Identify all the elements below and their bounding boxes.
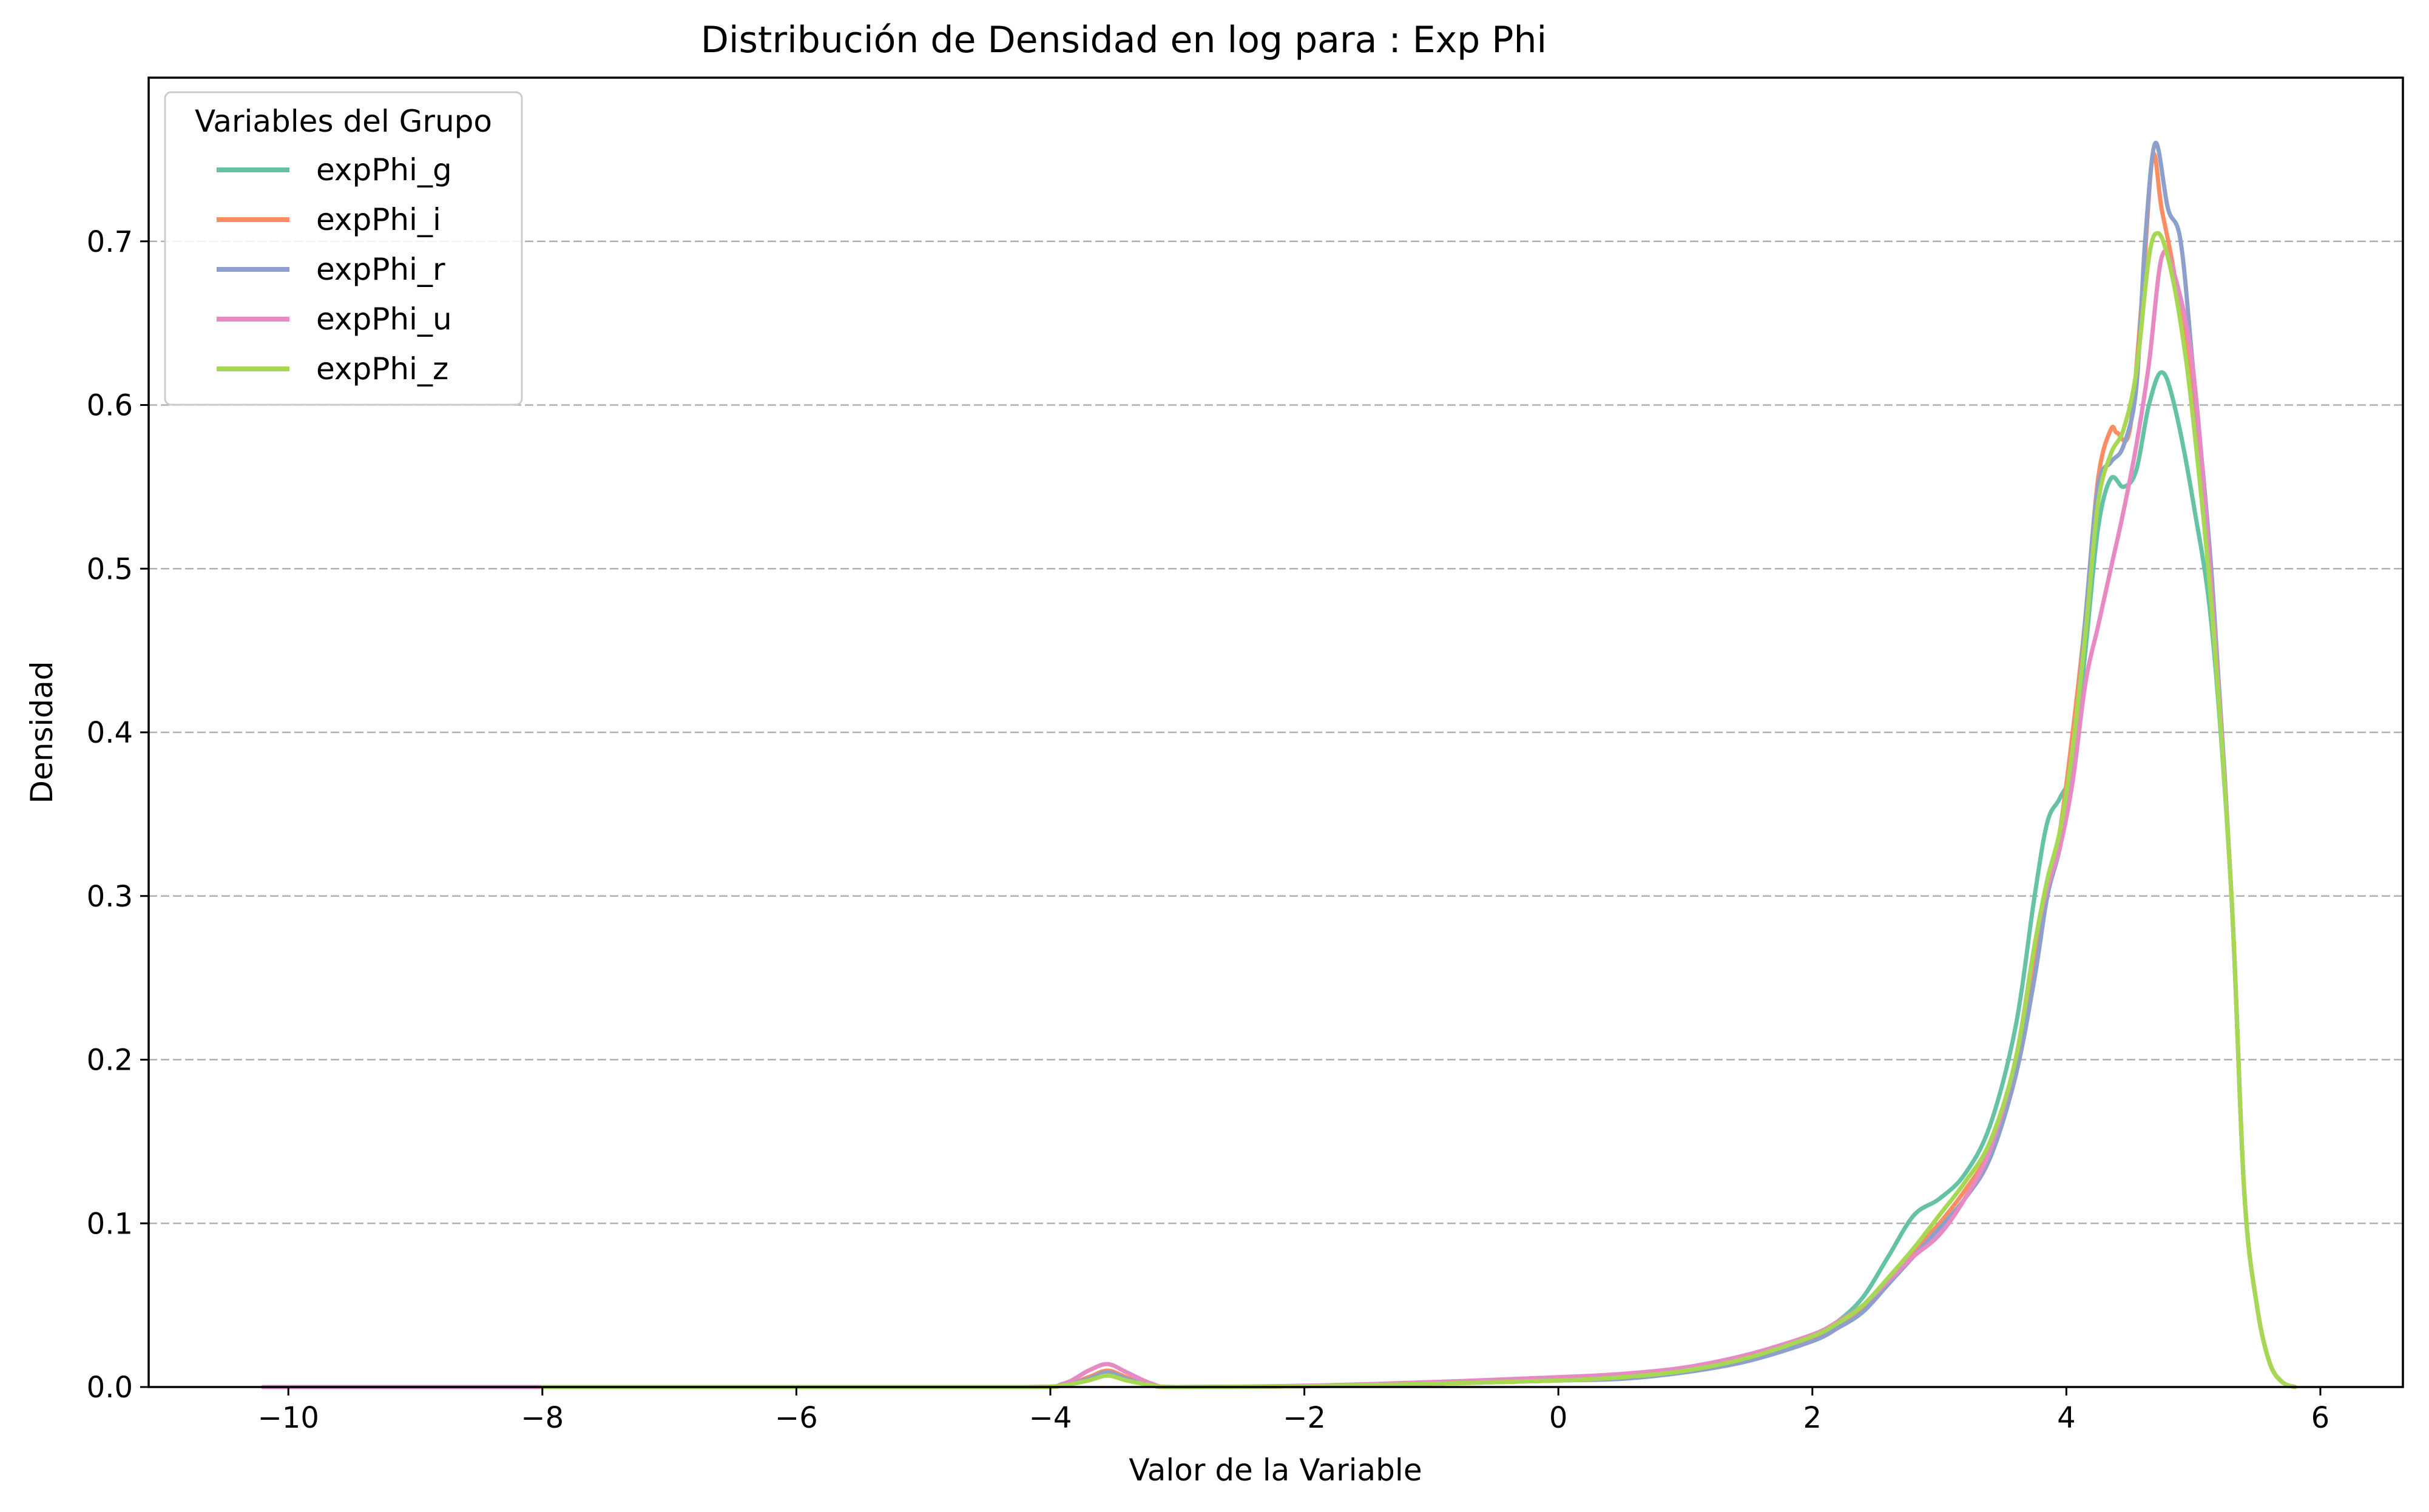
chart-title: Distribución de Densidad en log para : E… <box>701 19 1547 61</box>
y-tick-label: 0.2 <box>87 1044 133 1078</box>
y-tick-label: 0.3 <box>87 880 133 914</box>
y-tick-label: 0.5 <box>87 552 133 586</box>
x-axis-label: Valor de la Variable <box>1129 1453 1422 1488</box>
x-tick-label: 6 <box>2311 1401 2330 1435</box>
series-line-expPhi-z <box>540 231 2297 1389</box>
legend-entries: expPhi_g expPhi_i expPhi_r expPhi_u expPhi_z <box>217 152 452 386</box>
x-tick-label: −10 <box>258 1401 319 1435</box>
legend-entry-label: expPhi_z <box>316 351 448 386</box>
legend-entry-label: expPhi_u <box>316 302 452 337</box>
legend-entry-label: expPhi_r <box>316 252 445 287</box>
x-tick-label: 0 <box>1549 1401 1568 1435</box>
x-tick-label: −8 <box>521 1401 564 1435</box>
y-tick-label: 0.4 <box>87 716 133 750</box>
y-axis-label: Densidad <box>24 661 59 803</box>
y-tick-label: 0.6 <box>87 389 133 423</box>
legend-entry-label: expPhi_i <box>316 202 441 237</box>
legend: Variables del Grupo expPhi_gexpPhi_iexpP… <box>164 91 523 406</box>
x-tick-label: 4 <box>2057 1401 2076 1435</box>
x-tick-label: −2 <box>1283 1401 1326 1435</box>
y-tick-label: 0.7 <box>87 225 133 259</box>
legend-entry-label: expPhi_g <box>316 152 452 187</box>
y-axis: 0.0 0.1 0.2 0.3 0.4 0.5 0.6 0.7 <box>87 225 149 1405</box>
x-tick-label: −4 <box>1029 1401 1072 1435</box>
x-axis: −10 −8 −6 −4 −2 0 2 4 6 <box>258 1387 2330 1435</box>
legend-title: Variables del Grupo <box>195 104 492 139</box>
x-tick-label: 2 <box>1803 1401 1822 1435</box>
y-tick-label: 0.1 <box>87 1207 133 1241</box>
y-tick-label: 0.0 <box>87 1371 133 1405</box>
x-tick-label: −6 <box>775 1401 818 1435</box>
